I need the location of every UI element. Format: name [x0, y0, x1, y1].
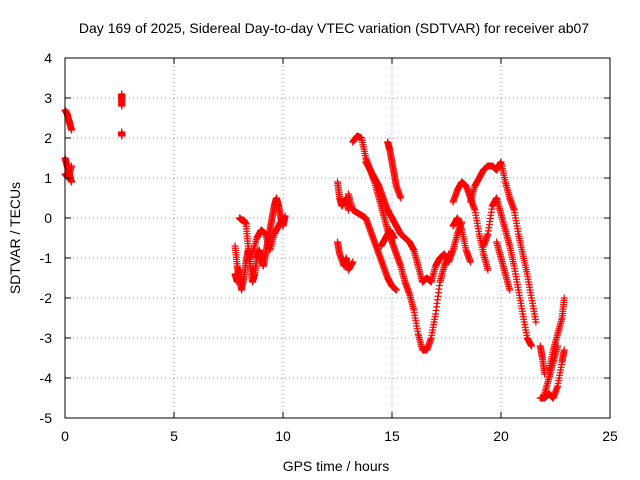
x-tick-label: 15: [384, 428, 400, 444]
y-tick-label: 1: [44, 170, 52, 186]
data-points: [61, 90, 568, 402]
data-point: [392, 286, 400, 294]
x-tick-label: 10: [275, 428, 291, 444]
axis-ticks: [64, 57, 611, 419]
y-tick-label: -2: [40, 290, 53, 306]
y-tick-label: 4: [44, 50, 52, 66]
plot-frame: [64, 57, 611, 419]
y-tick-labels: 4 3 2 1 0 -1 -2 -3 -4 -5: [40, 50, 53, 426]
data-point: [349, 258, 357, 266]
data-point: [560, 346, 568, 354]
data-point: [397, 194, 405, 202]
data-point: [279, 214, 287, 222]
y-tick-label: 0: [44, 210, 52, 226]
data-point: [560, 294, 568, 302]
y-tick-label: -1: [40, 250, 53, 266]
x-tick-labels: 0 5 10 15 20 25: [61, 428, 618, 444]
data-point: [235, 266, 243, 274]
x-axis-label: GPS time / hours: [283, 458, 390, 474]
y-tick-label: -3: [40, 330, 53, 346]
x-tick-label: 20: [493, 428, 509, 444]
y-tick-label: -5: [40, 410, 53, 426]
x-tick-label: 5: [170, 428, 178, 444]
y-tick-label: 2: [44, 130, 52, 146]
data-point: [68, 178, 76, 186]
data-point: [466, 258, 474, 266]
data-point: [506, 286, 514, 294]
y-tick-label: 3: [44, 90, 52, 106]
data-point: [532, 318, 540, 326]
chart-title: Day 169 of 2025, Sidereal Day-to-day VTE…: [79, 20, 589, 36]
data-point: [118, 132, 126, 140]
y-axis-label: SDTVAR / TECUs: [7, 182, 23, 294]
data-point: [554, 342, 562, 350]
data-point: [484, 266, 492, 274]
grid-lines: [65, 58, 610, 418]
data-point: [528, 342, 536, 350]
x-tick-label: 25: [602, 428, 618, 444]
data-point: [68, 162, 76, 170]
data-point: [68, 126, 76, 134]
x-tick-label: 0: [61, 428, 69, 444]
y-tick-label: -4: [40, 370, 53, 386]
data-point: [390, 234, 398, 242]
data-point: [118, 102, 126, 110]
